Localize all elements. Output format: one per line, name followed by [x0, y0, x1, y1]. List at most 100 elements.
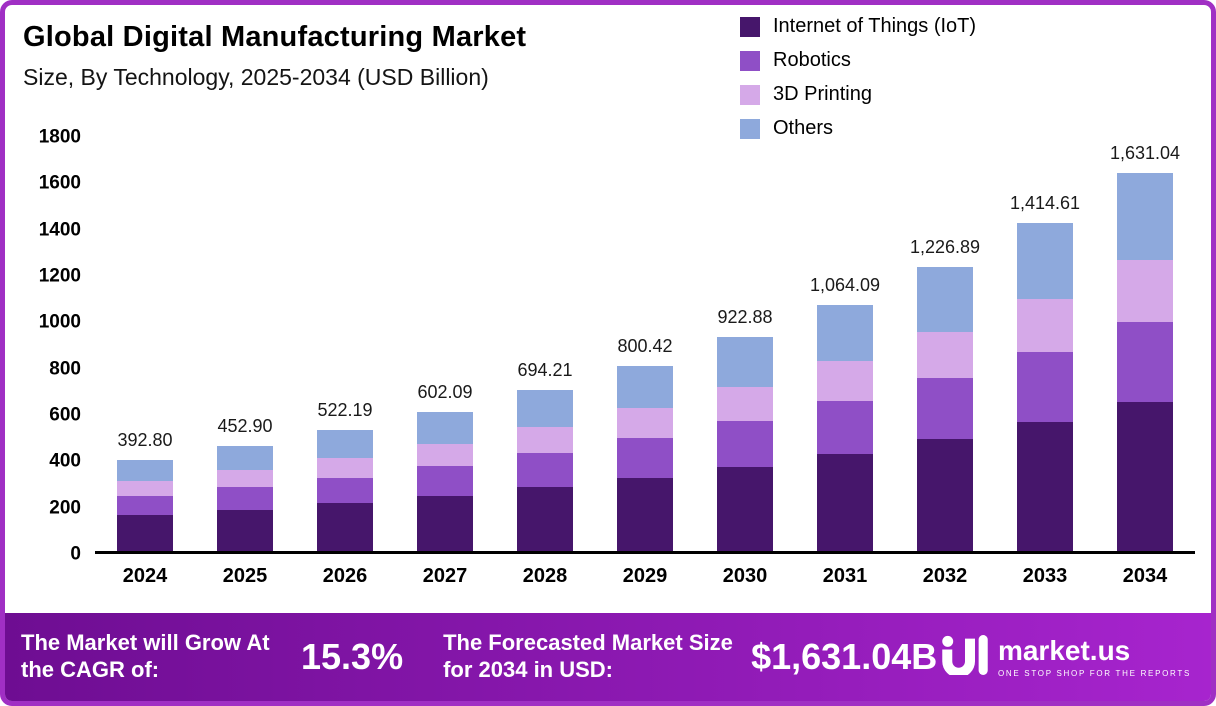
- bar-segment-iot: [517, 487, 573, 551]
- bar-segment-robotics: [417, 466, 473, 496]
- legend-swatch: [740, 118, 760, 139]
- bar-column: 800.42: [595, 137, 695, 551]
- bar-segment-robotics: [117, 495, 173, 516]
- y-axis: 0 200 400 600 800 1000 1200 1400 1600 1800: [21, 128, 95, 564]
- x-axis-label: 2026: [322, 565, 368, 587]
- bar-segment-robotics: [1017, 352, 1073, 422]
- x-labels-row: 2024 2025 2026 2027 2028 2029 2030 2031 2032 2033…: [95, 565, 1195, 588]
- bar-segment-robotics: [217, 487, 273, 510]
- bar-segment-3d-printing: [617, 408, 673, 439]
- y-tick-label: 0: [70, 543, 81, 565]
- bar-segment-iot: [317, 503, 373, 551]
- bar-segment-others: [217, 446, 273, 471]
- brand-text: market.us ONE STOP SHOP FOR THE REPORTS: [997, 634, 1191, 678]
- legend-label: Internet of Things (IoT): [773, 15, 977, 37]
- chart-body: 0 200 400 600 800 1000 1200 1400 1600 1800 392.80…: [21, 128, 1195, 564]
- x-axis-label: 2030: [722, 565, 768, 587]
- stacked-bar: [1017, 223, 1073, 551]
- x-axis-label: 2028: [522, 565, 568, 587]
- stacked-bar: [417, 411, 473, 551]
- bar-segment-others: [1117, 173, 1173, 261]
- bar-total-label: 452.90: [217, 416, 273, 437]
- legend: Internet of Things (IoT) Robotics 3D Print…: [740, 15, 976, 140]
- x-axis-label: 2029: [622, 565, 668, 587]
- bar-segment-robotics: [1117, 321, 1173, 402]
- y-tick-label: 600: [49, 404, 81, 426]
- forecast-value: $1,631.04B: [751, 636, 938, 677]
- bar-column: 1,631.04: [1095, 137, 1195, 551]
- bar-total-label: 602.09: [417, 381, 473, 402]
- bar-segment-iot: [117, 515, 173, 551]
- bar-segment-iot: [217, 509, 273, 551]
- bar-total-label: 522.19: [317, 400, 373, 421]
- bar-column: 1,226.89: [895, 137, 995, 551]
- bar-segment-iot: [617, 477, 673, 551]
- bar-column: 922.88: [695, 137, 795, 551]
- page-title: Global Digital Manufacturing Market: [23, 21, 527, 53]
- bar-segment-3d-printing: [217, 470, 273, 488]
- x-axis-label: 2027: [422, 565, 468, 587]
- bar-column: 392.80: [95, 137, 195, 551]
- chart-header: Global Digital Manufacturing Market Size…: [23, 21, 526, 91]
- bar-segment-others: [117, 460, 173, 482]
- x-axis-label: 2034: [1122, 565, 1168, 587]
- x-axis-label: 2024: [122, 565, 168, 587]
- bar-segment-iot: [917, 438, 973, 551]
- bar-segment-iot: [717, 466, 773, 551]
- legend-label: Robotics: [773, 49, 851, 71]
- brand-tagline: ONE STOP SHOP FOR THE REPORTS: [997, 668, 1191, 678]
- y-tick-label: 200: [49, 497, 81, 519]
- bar-segment-3d-printing: [417, 443, 473, 467]
- bottom-banner: The Market will Grow At the CAGR of: 15.…: [5, 613, 1211, 701]
- bar-segment-others: [917, 266, 973, 333]
- bar-segment-others: [317, 430, 373, 458]
- bar-total-label: 392.80: [117, 430, 173, 451]
- cagr-value: 15.3%: [301, 636, 404, 677]
- bar-total-label: 800.42: [617, 335, 673, 356]
- market-us-logo-icon: [942, 634, 988, 680]
- bar-segment-iot: [817, 453, 873, 551]
- legend-swatch: [740, 16, 760, 37]
- stacked-bar: [317, 430, 373, 551]
- y-tick-label: 400: [49, 450, 81, 472]
- bar-segment-robotics: [917, 378, 973, 439]
- bar-segment-robotics: [817, 401, 873, 454]
- bar-segment-iot: [1017, 421, 1073, 551]
- bar-segment-3d-printing: [917, 332, 973, 379]
- bar-segment-others: [517, 390, 573, 428]
- bar-segment-3d-printing: [1017, 298, 1073, 353]
- stacked-bar: [517, 390, 573, 551]
- bar-segment-others: [1017, 223, 1073, 299]
- stacked-bar: [1117, 173, 1173, 551]
- bar-total-label: 922.88: [717, 307, 773, 328]
- bar-total-label: 1,414.61: [1009, 193, 1081, 214]
- x-axis-label: 2031: [822, 565, 868, 587]
- bar-total-label: 1,064.09: [809, 274, 881, 295]
- bar-segment-others: [617, 365, 673, 409]
- bar-chart: 0 200 400 600 800 1000 1200 1400 1600 1800 392.80…: [21, 128, 1195, 588]
- forecast-label: The Forecasted Market Size for 2034 in U…: [443, 630, 733, 682]
- x-axis-label: 2025: [222, 565, 268, 587]
- stacked-bar: [917, 266, 973, 551]
- legend-item-iot: Internet of Things (IoT): [740, 15, 976, 38]
- legend-item-robotics: Robotics: [740, 49, 976, 72]
- x-axis-label: 2033: [1022, 565, 1068, 587]
- bar-segment-others: [817, 304, 873, 362]
- y-tick-label: 800: [49, 358, 81, 380]
- bar-segment-3d-printing: [517, 427, 573, 454]
- legend-label: Others: [773, 117, 834, 139]
- bar-column: 694.21: [495, 137, 595, 551]
- legend-swatch: [740, 84, 760, 105]
- legend-item-others: Others: [740, 117, 976, 140]
- bar-segment-iot: [1117, 401, 1173, 551]
- bar-segment-robotics: [717, 421, 773, 467]
- stacked-bar: [117, 460, 173, 551]
- legend-item-3d-printing: 3D Printing: [740, 83, 976, 106]
- bar-total-label: 1,631.04: [1109, 143, 1181, 164]
- stacked-bar: [717, 337, 773, 551]
- legend-label: 3D Printing: [773, 83, 872, 105]
- brand-name: market.us: [997, 634, 1131, 666]
- bar-segment-robotics: [517, 453, 573, 488]
- y-tick-label: 1400: [38, 219, 81, 241]
